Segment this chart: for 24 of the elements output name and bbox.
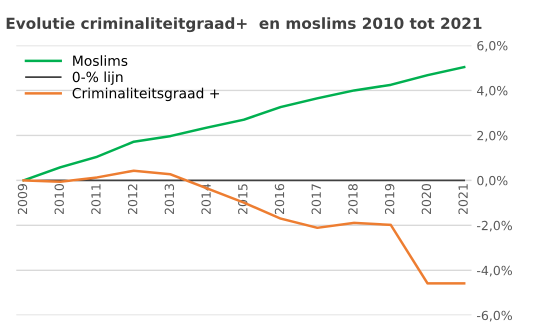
line-series (22, 66, 466, 182)
x-tick-label: 2010 (54, 184, 64, 214)
y-tick-label: 0,0% (477, 176, 508, 187)
y-tick-label: 4,0% (477, 86, 508, 97)
y-tick-label: 6,0% (477, 40, 508, 52)
x-tick-label: 2011 (91, 184, 101, 214)
legend-label: Moslims (73, 55, 128, 66)
x-tick-label: 2018 (348, 184, 358, 214)
x-tick-label: 2012 (128, 184, 138, 214)
y-tick-label: 2,0% (477, 130, 508, 142)
x-tick-label: 2013 (164, 184, 174, 214)
y-tick-label: -4,0% (477, 266, 512, 276)
x-tick-label: 2020 (422, 184, 432, 214)
x-tick-label: 2016 (274, 184, 284, 214)
x-tick-label: 2019 (384, 184, 394, 214)
y-tick-label: -6,0% (477, 310, 512, 322)
legend-label: 0-% lijn (72, 71, 122, 85)
x-tick-label: 2017 (312, 184, 321, 214)
chart-title: Evolutie criminaliteitgraad+ en moslims 2010 tot 2021 (6, 17, 482, 32)
y-tick-label: -2,0% (477, 220, 512, 232)
x-tick-label: 2021 (458, 184, 468, 214)
x-tick-label: 2015 (238, 184, 248, 214)
legend-label: Criminaliteitsgraad + (72, 88, 219, 102)
x-tick-label: 2009 (18, 184, 28, 214)
